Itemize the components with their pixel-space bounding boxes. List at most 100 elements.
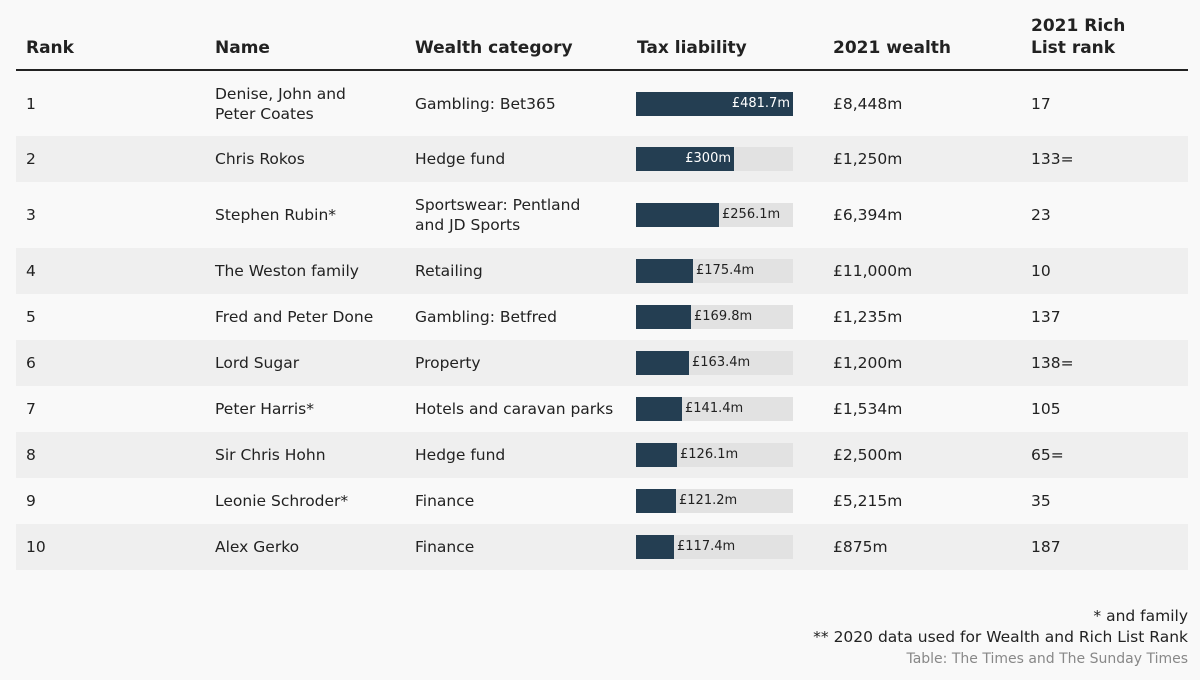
tax-bar [636,305,691,329]
row-rank: 4 [26,262,36,280]
tax-bar-label: £141.4m [685,401,744,416]
row-rank: 9 [26,492,36,510]
row-name: Denise, John and Peter Coates [215,84,346,123]
row-rich-list-rank: 105 [1031,400,1061,418]
row-2021-wealth: £5,215m [833,492,903,510]
tax-bar [636,351,689,375]
table-row: 6 Lord Sugar Property £163.4m £1,200m 138= [16,340,1188,386]
tax-bar [636,489,676,513]
tax-bar-track: £163.4m [636,351,793,375]
row-name: Lord Sugar [215,354,300,372]
row-name: Peter Harris* [215,400,315,418]
header-wealth-category: Wealth category [405,0,627,71]
row-wealth-category: Retailing [415,262,483,280]
table-row: 5 Fred and Peter Done Gambling: Betfred £16… [16,294,1188,340]
row-name: Chris Rokos [215,150,305,168]
row-wealth-category: Sportswear: Pentland and JD Sports [415,196,581,234]
row-tax-liability: £163.4m [627,340,823,386]
header-2021-wealth: 2021 wealth [823,0,1021,71]
tax-bar-label: £169.8m [694,309,753,324]
row-2021-wealth: £6,394m [833,206,903,224]
row-tax-liability: £121.2m [627,478,823,524]
tax-bar-label: £175.4m [696,263,755,278]
source-credit: Table: The Times and The Sunday Times [906,651,1188,667]
row-wealth-category: Hotels and caravan parks [415,400,614,418]
row-rank: 8 [26,446,36,464]
row-tax-liability: £117.4m [627,524,823,570]
table-row: 2 Chris Rokos Hedge fund £300m £1,250m 133= [16,136,1188,182]
row-rank: 5 [26,308,36,326]
tax-bar-track: £169.8m [636,305,793,329]
row-wealth-category: Finance [415,538,475,556]
tax-bar [636,147,734,171]
tax-bar [636,535,674,559]
table-row: 4 The Weston family Retailing £175.4m £11,00… [16,248,1188,294]
table-header-row: Rank Name Wealth category Tax liability … [16,0,1188,71]
table-row: 8 Sir Chris Hohn Hedge fund £126.1m £2,500m 6… [16,432,1188,478]
tax-bar-label: £121.2m [679,493,738,508]
tax-bar [636,397,682,421]
header-rich-list-rank: 2021 Rich List rank [1021,0,1188,71]
row-2021-wealth: £8,448m [833,94,903,113]
table-row: 10 Alex Gerko Finance £117.4m £875m 187 [16,524,1188,570]
tax-bar [636,91,793,116]
row-rich-list-rank: 35 [1031,492,1051,510]
row-tax-liability: £141.4m [627,386,823,432]
row-tax-liability: £175.4m [627,248,823,294]
tax-bar-label: £117.4m [677,539,736,554]
header-name: Name [205,0,405,71]
tax-bar-track: £175.4m [636,259,793,283]
row-wealth-category: Gambling: Betfred [415,308,557,326]
row-rank: 1 [26,94,36,113]
tax-bar-label: £126.1m [680,447,739,462]
row-rich-list-rank: 133= [1031,150,1074,168]
row-rich-list-rank: 10 [1031,262,1051,280]
footnote-2020-data: ** 2020 data used for Wealth and Rich Li… [813,628,1188,646]
row-rich-list-rank: 137 [1031,308,1061,326]
row-rank: 7 [26,400,36,418]
row-name: Stephen Rubin* [215,206,337,224]
row-rank: 3 [26,206,36,224]
row-wealth-category: Finance [415,492,475,510]
row-tax-liability: £126.1m [627,432,823,478]
row-rich-list-rank: 17 [1031,94,1051,113]
row-rich-list-rank: 23 [1031,206,1051,224]
row-2021-wealth: £1,534m [833,400,903,418]
row-tax-liability: £300m [627,136,823,182]
tax-bar-track: £141.4m [636,397,793,421]
row-2021-wealth: £1,235m [833,308,903,326]
row-2021-wealth: £11,000m [833,262,913,280]
tax-bar-label: £481.7m [731,95,790,111]
row-tax-liability: £169.8m [627,294,823,340]
table-row: 7 Peter Harris* Hotels and caravan parks £1… [16,386,1188,432]
row-name: Fred and Peter Done [215,308,374,326]
table-row: 9 Leonie Schroder* Finance £121.2m £5,215m 35 [16,478,1188,524]
row-2021-wealth: £875m [833,538,888,556]
row-wealth-category: Hedge fund [415,446,506,464]
tax-bar-track: £256.1m [636,203,793,227]
row-rank: 10 [26,538,46,556]
rich-list-table: Rank Name Wealth category Tax liability … [16,0,1188,570]
tax-bar-track: £121.2m [636,489,793,513]
row-rank: 2 [26,150,36,168]
tax-bar [636,443,677,467]
tax-bar-track: £126.1m [636,443,793,467]
row-wealth-category: Hedge fund [415,150,506,168]
row-wealth-category: Gambling: Bet365 [415,94,556,113]
tax-bar-track: £117.4m [636,535,793,559]
row-2021-wealth: £1,200m [833,354,903,372]
row-name: Alex Gerko [215,538,300,556]
footnotes: * and family ** 2020 data used for Wealt… [813,606,1188,670]
header-rank: Rank [16,0,205,71]
row-wealth-category: Property [415,354,481,372]
table-row: 1 Denise, John and Peter Coates Gambling: … [16,70,1188,136]
row-name: Sir Chris Hohn [215,446,326,464]
tax-bar-track: £300m [636,147,793,171]
tax-bar-label: £256.1m [722,207,781,222]
tax-bar-label: £300m [685,151,731,166]
table-body: 1 Denise, John and Peter Coates Gambling: … [16,70,1188,570]
row-name: The Weston family [215,262,359,280]
row-tax-liability: £481.7m [627,70,823,136]
row-rich-list-rank: 187 [1031,538,1061,556]
